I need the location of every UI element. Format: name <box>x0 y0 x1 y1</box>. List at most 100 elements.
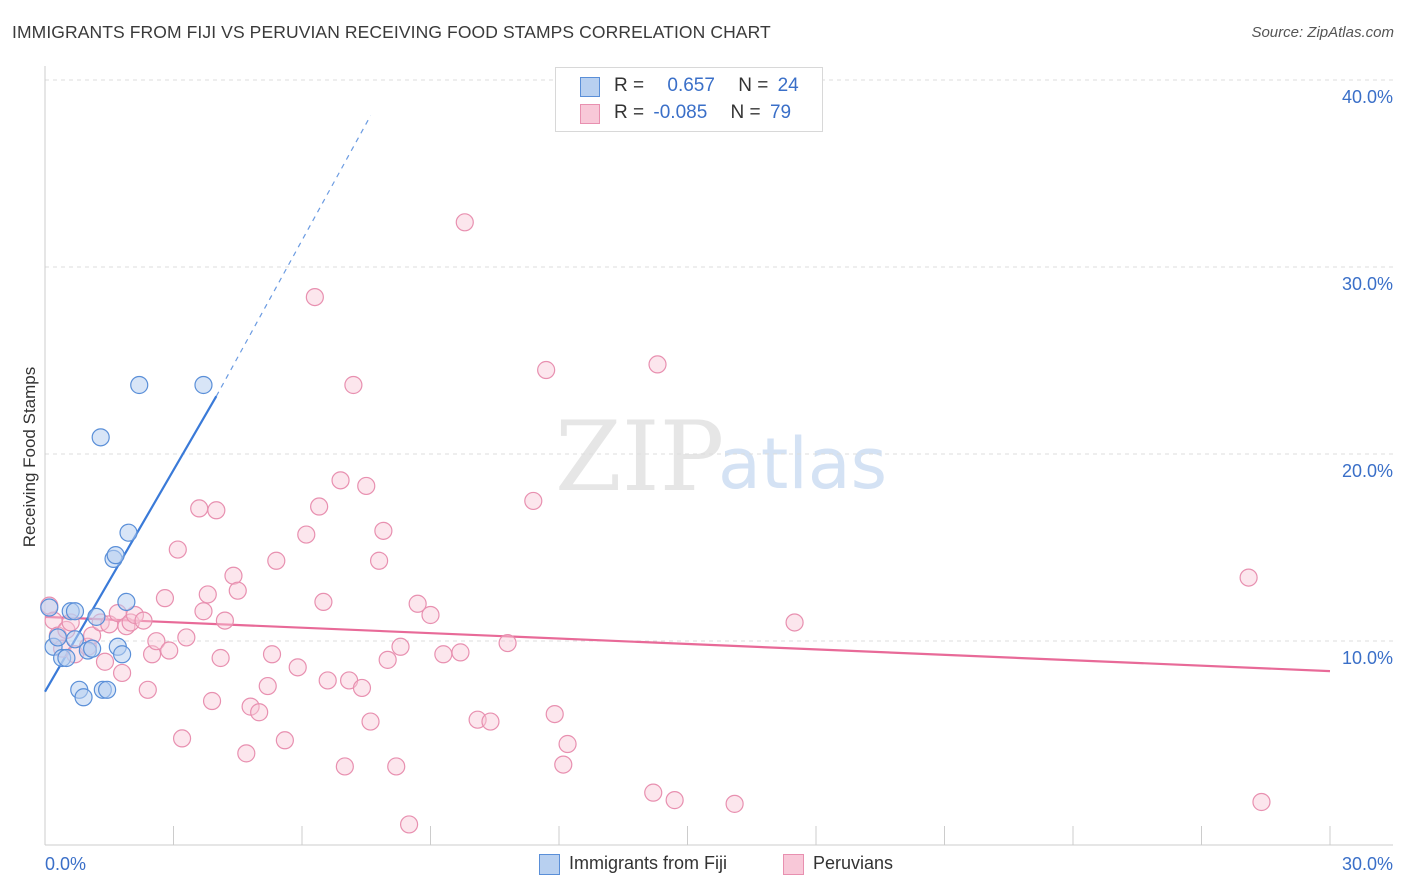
trend-line-peruvians <box>44 615 1331 673</box>
point-peruvians <box>310 497 329 516</box>
point-peruvians <box>335 757 354 776</box>
watermark-zip: ZIP <box>555 401 724 513</box>
point-peruvians <box>481 712 500 731</box>
trend-line-fiji-extension <box>215 115 372 397</box>
point-peruvians <box>421 605 440 625</box>
point-peruvians <box>160 641 179 660</box>
point-peruvians <box>644 783 663 802</box>
point-peruvians <box>134 611 153 630</box>
n-label: N = <box>730 102 761 123</box>
point-peruvians <box>344 375 363 395</box>
legend-label-fiji: Immigrants from Fiji <box>569 853 728 873</box>
point-peruvians <box>361 712 380 731</box>
point-peruvians <box>275 731 294 750</box>
stats-box: R = 0.657 N = 24 R = -0.085 N = 79 <box>555 67 823 132</box>
legend-label-peru: Peruvians <box>813 853 894 873</box>
point-fiji <box>98 680 117 699</box>
point-peruvians <box>262 645 282 664</box>
point-peruvians <box>297 525 316 544</box>
point-peruvians <box>168 540 187 559</box>
peru-n-value: 79 <box>769 102 792 123</box>
point-peruvians <box>357 476 376 496</box>
point-peruvians <box>267 551 286 570</box>
point-fiji <box>119 523 138 542</box>
point-peruvians <box>305 287 324 307</box>
stats-row-peru: R = -0.085 N = 79 <box>556 102 822 128</box>
point-peruvians <box>228 581 247 600</box>
point-peruvians <box>138 680 157 699</box>
point-peruvians <box>387 757 406 776</box>
point-fiji <box>65 602 85 621</box>
point-peruvians <box>352 678 372 698</box>
point-fiji <box>194 375 213 395</box>
watermark-atlas: atlas <box>718 423 887 505</box>
peru-r-value: -0.085 <box>653 102 708 123</box>
point-peruvians <box>177 628 196 647</box>
point-fiji <box>112 645 132 664</box>
point-peruvians <box>374 521 393 540</box>
point-peruvians <box>725 794 744 813</box>
point-fiji <box>83 639 102 658</box>
point-peruvians <box>237 744 256 763</box>
legend-item-peru[interactable]: Peruvians <box>783 852 923 876</box>
point-fiji <box>87 607 106 626</box>
point-peruvians <box>558 734 577 754</box>
point-peruvians <box>331 471 350 490</box>
point-peruvians <box>318 671 337 690</box>
point-peruvians <box>434 645 453 664</box>
point-peruvians <box>399 815 419 834</box>
point-peruvians <box>147 632 166 651</box>
legend-item-fiji[interactable]: Immigrants from Fiji <box>539 852 759 876</box>
stats-swatch-fiji <box>580 77 600 97</box>
point-peruvians <box>451 643 470 662</box>
point-fiji <box>40 598 59 617</box>
point-fiji <box>91 428 110 447</box>
n-label: N = <box>738 75 769 96</box>
point-peruvians <box>112 663 132 683</box>
fiji-n-value: 24 <box>777 75 799 96</box>
fiji-r-value: 0.657 <box>667 75 715 96</box>
point-peruvians <box>95 652 115 671</box>
point-fiji <box>48 628 67 647</box>
point-peruvians <box>258 676 277 696</box>
legend-swatch-peru <box>783 854 804 875</box>
point-peruvians <box>288 658 307 677</box>
point-fiji <box>74 688 93 707</box>
point-peruvians <box>455 213 474 232</box>
stats-row-fiji: R = 0.657 N = 24 <box>556 75 822 101</box>
point-peruvians <box>537 360 556 380</box>
y-tick-label: 20.0% <box>1342 461 1393 481</box>
point-fiji <box>106 546 125 565</box>
point-peruvians <box>250 703 269 722</box>
point-fiji <box>57 648 76 668</box>
point-peruvians <box>408 594 427 613</box>
point-peruvians <box>155 589 175 608</box>
point-peruvians <box>207 501 226 520</box>
point-fiji <box>117 592 136 612</box>
stats-swatch-peru <box>580 104 600 124</box>
point-peruvians <box>785 613 804 632</box>
point-peruvians <box>1239 568 1258 587</box>
point-peruvians <box>545 704 564 724</box>
r-label: R = <box>614 102 645 123</box>
point-peruvians <box>190 499 209 518</box>
point-peruvians <box>314 592 333 612</box>
y-tick-label: 30.0% <box>1342 274 1393 294</box>
point-peruvians <box>665 791 684 810</box>
watermark: ZIP atlas <box>555 401 887 513</box>
point-peruvians <box>1252 792 1271 812</box>
x-tick-label: 0.0% <box>45 854 86 874</box>
x-tick-label: 30.0% <box>1342 854 1393 874</box>
chart-title: IMMIGRANTS FROM FIJI VS PERUVIAN RECEIVI… <box>12 22 771 42</box>
point-peruvians <box>524 491 543 511</box>
point-peruvians <box>172 729 192 748</box>
point-peruvians <box>648 355 667 374</box>
point-peruvians <box>498 633 517 653</box>
y-tick-label: 10.0% <box>1342 648 1393 668</box>
point-peruvians <box>224 566 243 585</box>
point-fiji <box>130 375 149 395</box>
point-peruvians <box>198 585 217 604</box>
point-peruvians <box>391 637 410 656</box>
point-peruvians <box>215 611 234 630</box>
